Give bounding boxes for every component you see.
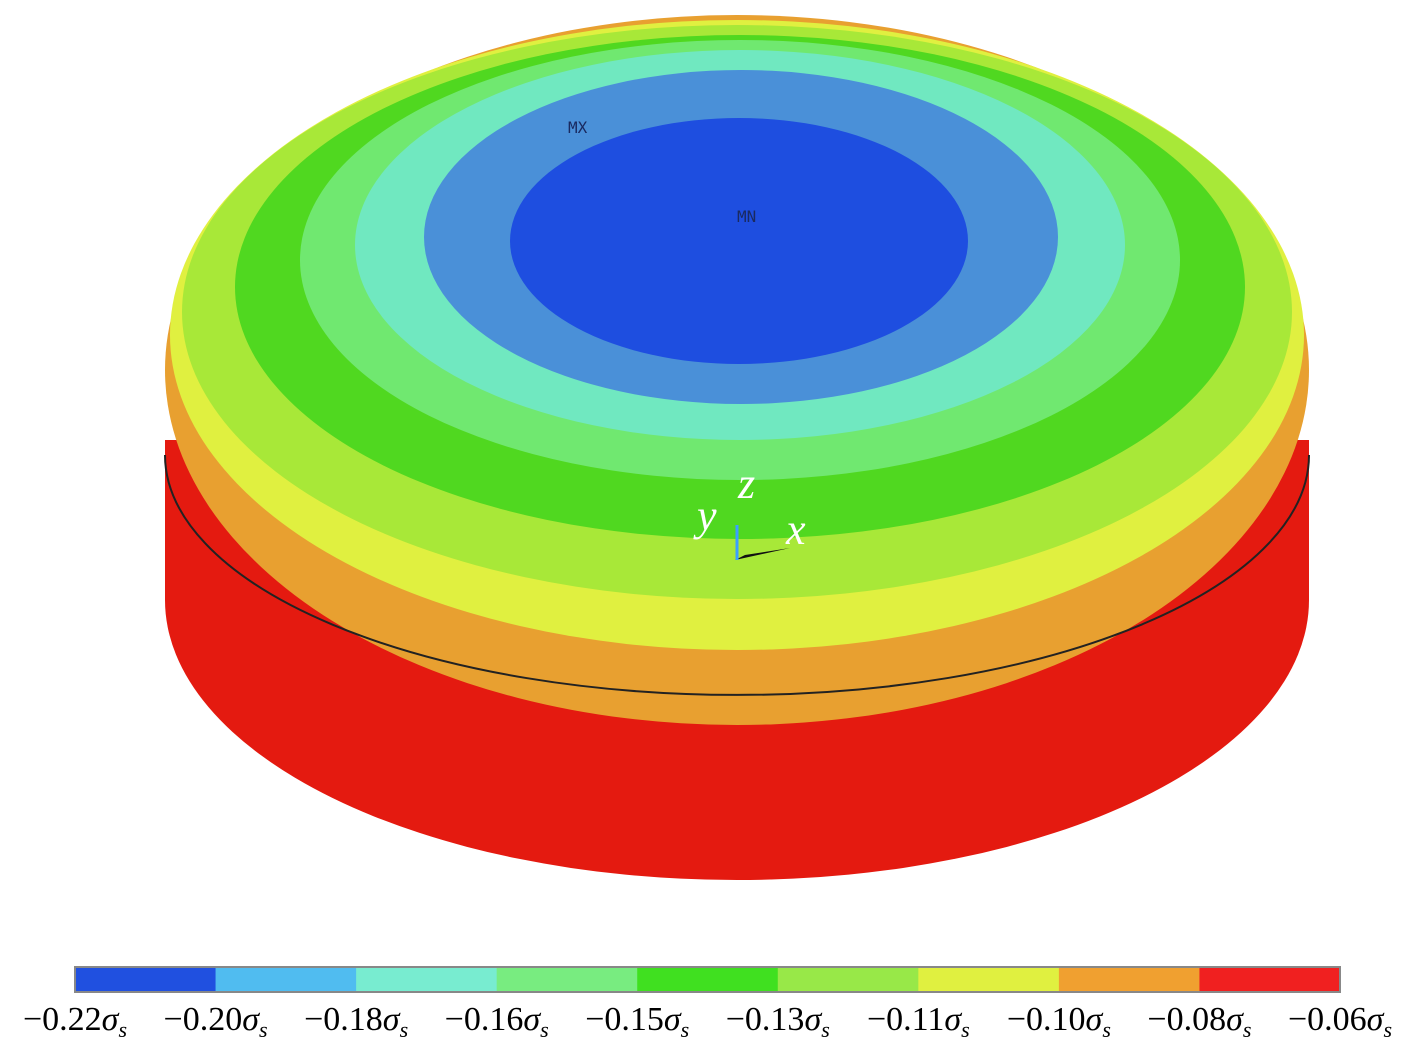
label-subscript: s [1243,1017,1252,1042]
colorbar-label: −0.16σs [445,1001,549,1042]
label-subscript: s [259,1017,268,1042]
label-value: −0.08 [1147,1001,1226,1038]
label-value: −0.18 [304,1001,383,1038]
color-swatch [496,967,638,992]
axis-label: y [693,491,717,540]
model [164,15,1310,880]
color-swatch [777,967,919,992]
axis-label: x [785,505,806,554]
colorbar-label: −0.13σs [726,1001,830,1042]
color-swatch [75,967,217,992]
label-value: −0.06 [1288,1001,1367,1038]
color-swatch [918,967,1060,992]
label-value: −0.16 [445,1001,524,1038]
label-subscript: s [540,1017,549,1042]
color-swatch [356,967,498,992]
colorbar-label: −0.11σs [867,1001,970,1042]
label-subscript: s [821,1017,830,1042]
label-value: −0.10 [1007,1001,1086,1038]
color-swatch [1199,967,1341,992]
label-value: −0.11 [867,1001,944,1038]
label-subscript: s [400,1017,409,1042]
colorbar-label: −0.10σs [1007,1001,1111,1042]
color-swatch [1058,967,1200,992]
colorbar: −0.22σs −0.20σs −0.18σs −0.16σs −0.15σs −0.13… [23,966,1392,1042]
label-symbol: σ [102,1001,120,1038]
label-symbol: σ [523,1001,541,1038]
colorbar-label: −0.20σs [164,1001,268,1042]
label-symbol: σ [944,1001,962,1038]
colorbar-label: −0.08σs [1147,1001,1251,1042]
label-symbol: σ [804,1001,822,1038]
colorbar-label: −0.22σs [23,1001,127,1042]
colorbar-frame [74,966,1341,993]
colorbar-label: −0.06σs [1288,1001,1392,1042]
axis-label: z [737,459,755,508]
label-subscript: s [1383,1017,1392,1042]
label-symbol: σ [664,1001,682,1038]
min-marker: MN [737,207,756,226]
colorbar-label: −0.15σs [585,1001,689,1042]
label-symbol: σ [1367,1001,1385,1038]
label-symbol: σ [1086,1001,1104,1038]
label-value: −0.13 [726,1001,805,1038]
label-value: −0.20 [164,1001,243,1038]
label-value: −0.15 [585,1001,664,1038]
label-symbol: σ [1226,1001,1244,1038]
color-swatch [637,967,779,992]
label-symbol: σ [242,1001,260,1038]
color-swatch [215,967,357,992]
max-marker: MX [568,118,588,137]
colorbar-label: −0.18σs [304,1001,408,1042]
label-subscript: s [118,1017,127,1042]
label-subscript: s [681,1017,690,1042]
label-subscript: s [961,1017,970,1042]
label-subscript: s [1102,1017,1111,1042]
label-symbol: σ [383,1001,401,1038]
label-value: −0.22 [23,1001,102,1038]
